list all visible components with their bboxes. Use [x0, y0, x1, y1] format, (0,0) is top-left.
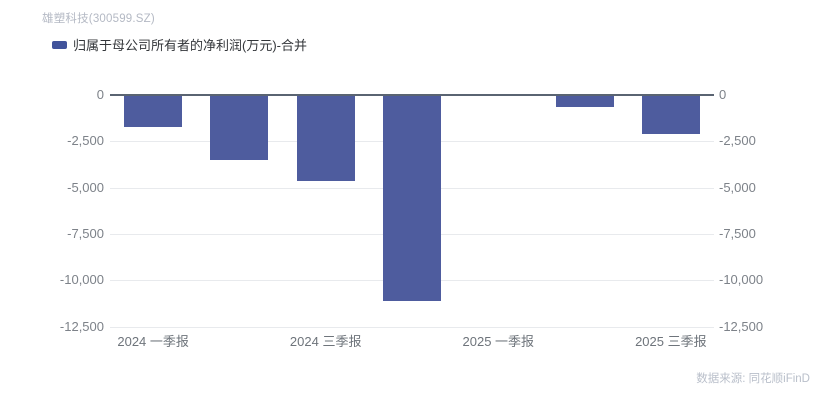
y-axis-tick-left: -10,000 — [59, 272, 104, 288]
y-axis-tick-left: -5,000 — [67, 179, 104, 195]
y-axis-tick-right: -10,000 — [719, 272, 764, 288]
y-axis-tick-left: -7,500 — [67, 225, 104, 241]
series-swatch-icon — [52, 41, 67, 49]
y-axis-tick-left: -2,500 — [67, 133, 104, 149]
legend-label: 归属于母公司所有者的净利润(万元)-合并 — [73, 37, 307, 53]
y-axis-tick-left: 0 — [96, 87, 104, 102]
x-axis-tick: 2024 三季报 — [289, 334, 362, 349]
zero-axis-line — [110, 94, 714, 96]
bar[interactable] — [555, 95, 614, 108]
legend-item[interactable]: 归属于母公司所有者的净利润(万元)-合并 — [52, 36, 307, 54]
y-axis-tick-right: -7,500 — [719, 225, 756, 241]
y-axis-tick-right: -2,500 — [719, 133, 756, 149]
y-axis-tick-right: -5,000 — [719, 179, 756, 195]
bar[interactable] — [383, 95, 441, 301]
bar[interactable] — [210, 95, 269, 160]
y-axis-tick-left: -12,500 — [59, 318, 104, 334]
bar[interactable] — [296, 95, 355, 182]
x-axis-tick: 2024 一季报 — [117, 334, 189, 349]
bar[interactable] — [641, 95, 700, 134]
gridline — [110, 326, 714, 328]
y-axis-tick-right: 0 — [719, 87, 727, 102]
x-axis-tick: 2025 三季报 — [635, 334, 707, 349]
bar[interactable] — [124, 95, 183, 128]
chart-title: 雄塑科技(300599.SZ) — [42, 13, 155, 25]
data-source: 数据来源: 同花顺iFinD — [696, 373, 810, 385]
x-axis-tick: 2025 一季报 — [462, 334, 535, 349]
y-axis-tick-right: -12,500 — [719, 318, 764, 334]
